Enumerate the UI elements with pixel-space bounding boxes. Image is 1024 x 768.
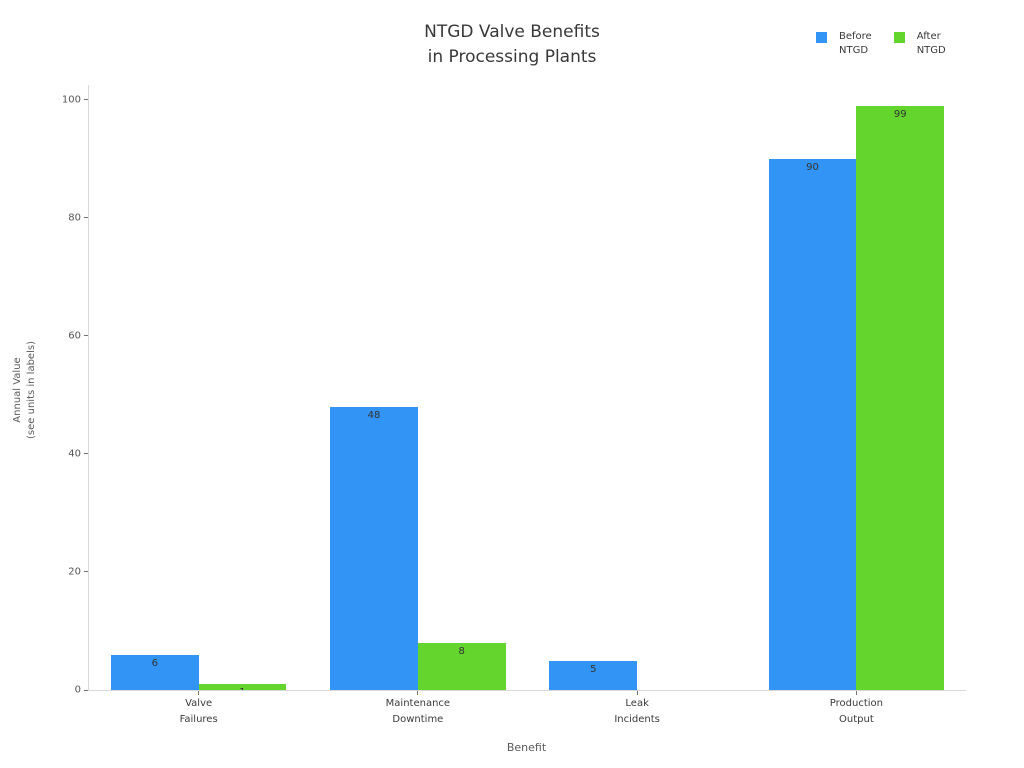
bar: 6 <box>110 654 199 690</box>
legend-label-after-line1: After <box>916 31 941 42</box>
x-tick-label: Production Output <box>829 698 883 725</box>
bar-value-label: 5 <box>590 663 597 675</box>
y-tick-mark <box>84 335 88 337</box>
y-tick-label: 20 <box>68 566 81 578</box>
bar-value-label: 8 <box>458 645 465 657</box>
legend: Before NTGD After NTGD <box>816 30 946 58</box>
bar-value-label: 6 <box>151 657 158 669</box>
plot-area: 0 20 40 60 80 100 6 1 Valve Failures 48 8 Maintenan… <box>62 85 966 725</box>
y-axis-title-line1: Annual Value <box>12 357 23 423</box>
y-tick-mark <box>84 571 88 573</box>
x-axis-title: Benefit <box>506 741 547 754</box>
y-tick-label: 100 <box>61 94 81 106</box>
bar-value-label: 90 <box>806 161 819 173</box>
chart-title: NTGD Valve Benefits in Processing Plants <box>0 20 1024 70</box>
chart-title-line1: NTGD Valve Benefits <box>424 22 600 42</box>
bar: 48 <box>330 406 418 690</box>
legend-label-before-line2: NTGD <box>839 45 869 56</box>
x-tick-mark <box>855 691 857 695</box>
bar: 90 <box>768 158 857 690</box>
y-tick-label: 60 <box>68 330 81 342</box>
bar: 8 <box>417 642 506 690</box>
bar: 99 <box>856 105 945 690</box>
legend-swatch-before-icon <box>816 32 827 43</box>
x-tick-mark <box>636 691 638 695</box>
x-tick-label: Maintenance Downtime <box>385 698 451 725</box>
y-tick-mark <box>84 689 88 691</box>
legend-label-before: Before NTGD <box>839 30 872 58</box>
x-tick-mark <box>198 691 200 695</box>
legend-label-before-line1: Before <box>839 31 872 42</box>
y-tick-mark <box>84 99 88 101</box>
legend-item-after: After NTGD <box>893 30 946 58</box>
x-tick-label: Valve Failures <box>179 698 218 725</box>
y-tick-mark <box>84 217 88 219</box>
legend-label-after-line2: NTGD <box>916 45 946 56</box>
y-tick-label: 80 <box>68 212 81 224</box>
y-tick-label: 0 <box>74 684 81 696</box>
y-tick-mark <box>84 453 88 455</box>
bar: 5 <box>549 660 638 690</box>
legend-swatch-after-icon <box>893 32 905 43</box>
chart-title-line2: in Processing Plants <box>427 47 597 67</box>
bar-value-label: 48 <box>367 409 381 421</box>
x-tick-label: Leak Incidents <box>614 698 660 725</box>
x-tick-mark <box>417 691 419 695</box>
bar: 1 <box>198 684 287 690</box>
y-tick-label: 40 <box>68 448 81 460</box>
legend-item-before: Before NTGD <box>816 30 872 58</box>
bar-value-label: 1 <box>199 687 287 690</box>
legend-label-after: After NTGD <box>917 30 946 58</box>
bar-value-label: 99 <box>893 108 907 120</box>
y-axis-title: Annual Value (see units in labels) <box>11 310 39 470</box>
